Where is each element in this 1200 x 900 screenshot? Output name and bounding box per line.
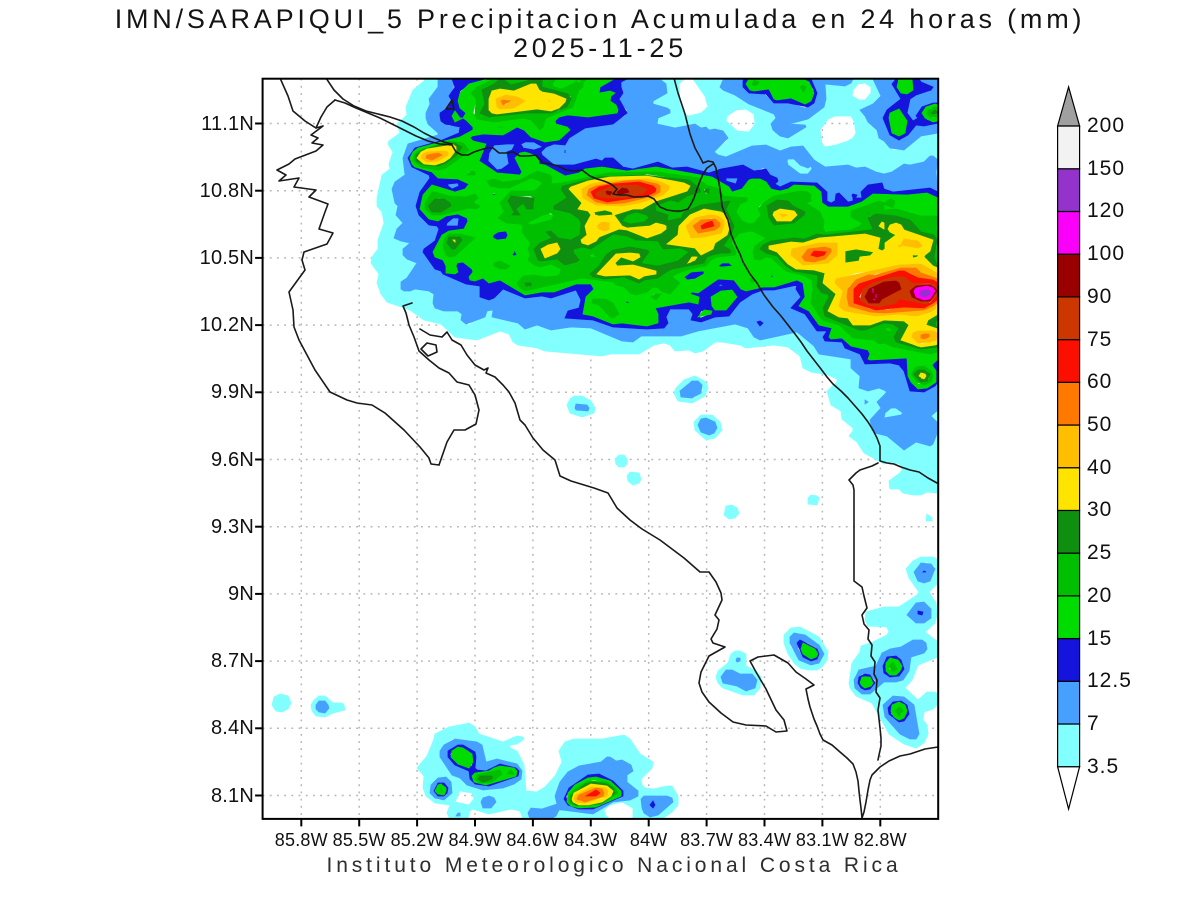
map-date: 2025-11-25 (512, 33, 688, 63)
coastline-pacific-coast (276, 78, 440, 466)
colorbar-label-20: 20 (1087, 583, 1113, 607)
colorbar-label-30: 30 (1087, 498, 1113, 522)
colorbar-label-50: 50 (1087, 413, 1113, 437)
lat-label-8.7N: 8.7N (210, 650, 254, 673)
lon-label-82.8W: 82.8W (853, 830, 907, 850)
colorbar-label-3.5: 3.5 (1087, 754, 1120, 778)
lat-label-8.1N: 8.1N (210, 784, 254, 807)
colorbar-over-arrow (1056, 84, 1081, 127)
colorbar-label-100: 100 (1087, 242, 1126, 266)
lon-label-84.9W: 84.9W (448, 830, 502, 850)
colorbar-box-60-mm (1056, 339, 1081, 383)
institute-caption: Instituto Meteorologico Nacional Costa R… (326, 854, 902, 877)
colorbar-box-90-mm (1056, 253, 1081, 298)
colorbar-box-25-mm (1056, 509, 1081, 554)
colorbar-box-50-mm (1056, 381, 1081, 426)
lon-label-84.6W: 84.6W (506, 830, 560, 850)
coastline-salinas-bay (315, 99, 336, 129)
coastline-lake-islet (445, 99, 455, 110)
lon-label-84W: 84W (629, 830, 668, 850)
colorbar-label-60: 60 (1087, 370, 1113, 394)
map-frame (261, 77, 940, 820)
axis-ticks (255, 122, 882, 827)
colorbar-label-200: 200 (1087, 114, 1126, 138)
colorbar-box-150-mm (1056, 125, 1081, 170)
lat-label-11.1N: 11.1N (201, 112, 254, 135)
lon-label-85.2W: 85.2W (390, 830, 444, 850)
colorbar-box-120-mm (1056, 168, 1081, 213)
coastline-nicaragua-border (334, 99, 714, 212)
lon-label-85.8W: 85.8W (274, 830, 328, 850)
colorbar-label-40: 40 (1087, 455, 1113, 479)
lon-label-84.3W: 84.3W (564, 830, 618, 850)
colorbar-scale (1056, 84, 1081, 812)
lon-label-83.7W: 83.7W (680, 830, 734, 850)
colorbar-box-30-mm (1056, 467, 1081, 512)
colorbar-box-7-mm (1056, 680, 1081, 725)
coastline-panama-border (848, 462, 882, 761)
colorbar-box-20-mm (1056, 552, 1081, 597)
colorbar-label-15: 15 (1087, 626, 1113, 650)
lat-label-10.2N: 10.2N (199, 314, 254, 337)
colorbar-label-25: 25 (1087, 541, 1113, 565)
lat-label-10.8N: 10.8N (199, 179, 254, 202)
coastline-borders (276, 78, 939, 819)
colorbar-label-7: 7 (1087, 711, 1100, 735)
lat-label-9N: 9N (228, 582, 254, 605)
colorbar-label-150: 150 (1087, 156, 1126, 180)
colorbar-under-arrow (1056, 766, 1081, 812)
colorbar-box-15-mm (1056, 595, 1081, 640)
lat-label-8.4N: 8.4N (210, 717, 254, 740)
lat-label-10.5N: 10.5N (199, 246, 254, 269)
lat-label-9.9N: 9.9N (210, 381, 254, 404)
coastline-chira-island (420, 342, 438, 357)
colorbar-box-40-mm (1056, 424, 1081, 469)
lon-label-85.5W: 85.5W (332, 830, 386, 850)
colorbar-label-120: 120 (1087, 199, 1126, 223)
colorbar-label-12.5: 12.5 (1087, 669, 1132, 693)
colorbar-box-100-mm (1056, 210, 1081, 255)
colorbar-box-75-mm (1056, 296, 1081, 341)
precip-band-120-150-mm (919, 289, 931, 298)
coastline-lake-nicaragua-shore (325, 78, 453, 145)
colorbar-label-90: 90 (1087, 284, 1113, 308)
lon-label-83.1W: 83.1W (795, 830, 849, 850)
map-title: IMN/SARAPIQUI_5 Precipitacion Acumulada … (114, 4, 1086, 34)
lat-label-9.3N: 9.3N (210, 515, 254, 538)
coastline-caribbean-coast (673, 78, 938, 484)
coastline-nicoya-gulf-west-shore (402, 302, 480, 466)
precipitation-contours (271, 78, 939, 819)
coastline-mainland-south-coast (419, 328, 939, 819)
colorbar-box-12.5-mm (1056, 637, 1081, 682)
lon-label-83.4W: 83.4W (737, 830, 792, 850)
lat-label-9.6N: 9.6N (210, 448, 254, 471)
colorbar-box-3.5-mm (1056, 723, 1081, 768)
colorbar-label-75: 75 (1087, 327, 1113, 351)
